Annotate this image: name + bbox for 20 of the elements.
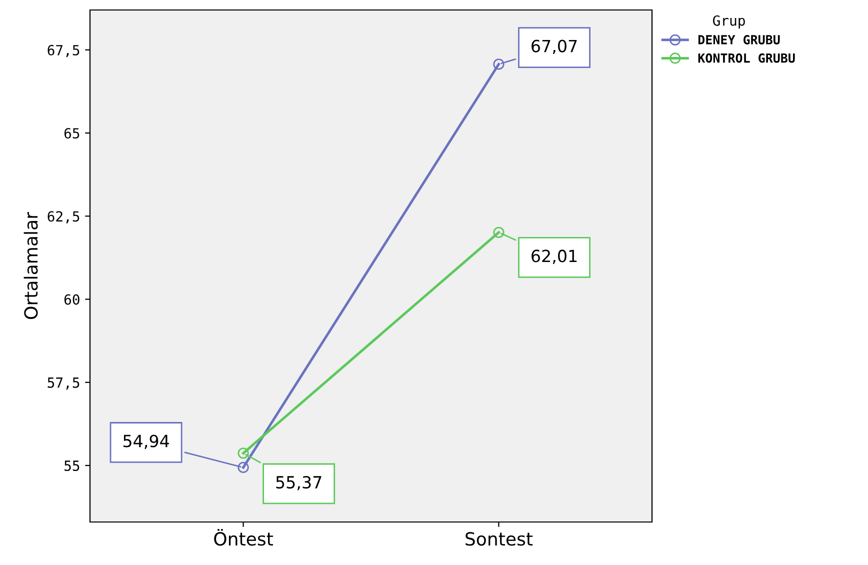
x-tick-label: Sontest (466, 532, 533, 546)
x-tick-label: Öntest (214, 528, 274, 546)
y-tick-label: 57,5 (48, 378, 80, 390)
point (238, 462, 249, 474)
point (238, 448, 249, 459)
point (493, 58, 504, 70)
data-label: 54,94 (123, 434, 169, 450)
y-tick-label: 55 (64, 460, 80, 471)
y-axis-title: Ortalamalar (24, 212, 38, 319)
legend-title: Grup (713, 15, 745, 29)
data-label: 62,01 (532, 250, 577, 264)
y-tick-label: 67,5 (48, 44, 80, 58)
y-tick-label: 65 (64, 128, 80, 139)
point (493, 226, 504, 238)
y-tick-label: 60 (64, 294, 80, 305)
legend-label: DENEY GRUBU (698, 34, 780, 44)
data-label: 67,07 (532, 40, 577, 54)
legend-label: KONTROL GRUBU (698, 53, 795, 63)
data-label: 55,37 (276, 476, 322, 490)
y-tick-label: 62,5 (48, 211, 80, 224)
